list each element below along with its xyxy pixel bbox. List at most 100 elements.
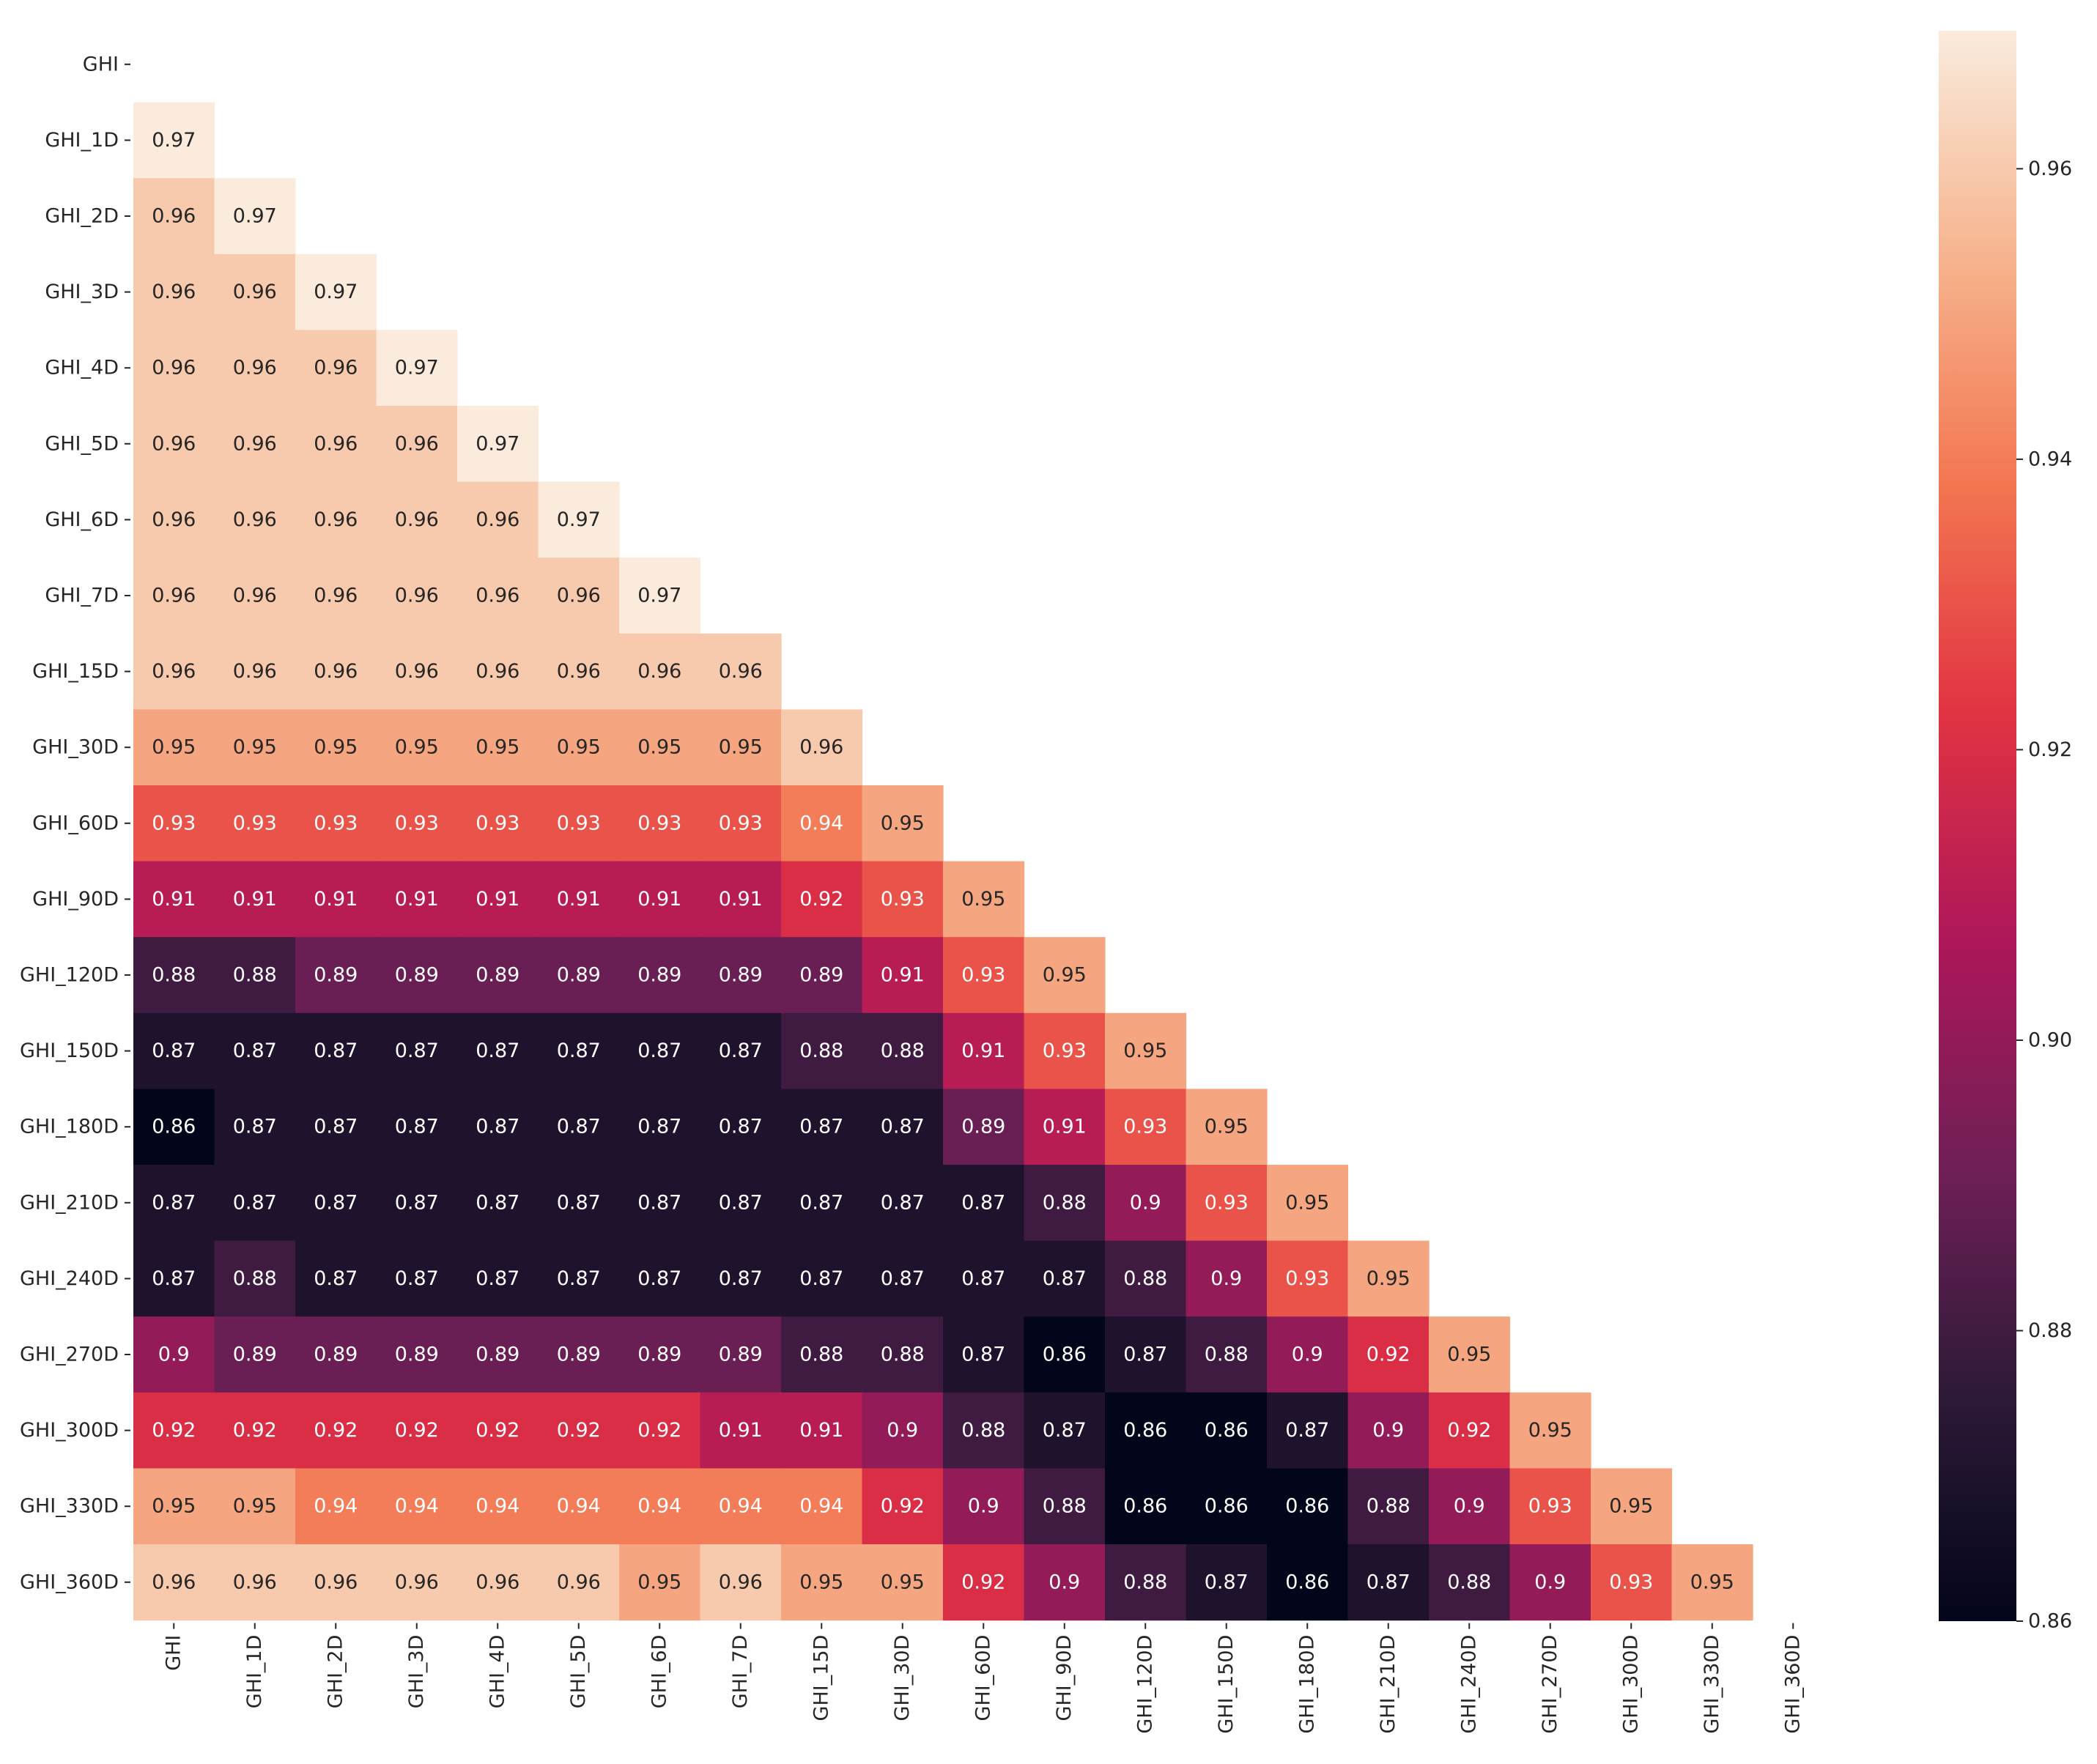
cell-ghi-150d-ghi-5d <box>538 1012 620 1089</box>
cell-value-label: 0.86 <box>1205 1419 1249 1442</box>
cell-value-label: 0.87 <box>476 1267 519 1290</box>
cell-value-label: 0.93 <box>314 812 358 834</box>
cell-value-label: 0.93 <box>1285 1267 1329 1290</box>
cell-ghi-360d-ghi-330d <box>1671 1544 1753 1621</box>
cell-ghi-300d-ghi-180d <box>1267 1392 1349 1469</box>
cell-value-label: 0.91 <box>314 888 358 911</box>
cell-ghi-4d-ghi-3d <box>376 330 458 407</box>
cell-ghi-150d-ghi-1d <box>214 1012 296 1089</box>
cell-value-label: 0.96 <box>152 585 196 607</box>
cell-ghi-240d-ghi-180d <box>1267 1240 1349 1317</box>
cell-ghi-2d-ghi-1d <box>214 178 296 255</box>
cell-ghi-210d-ghi-180d <box>1267 1165 1349 1242</box>
cell-value-label: 0.88 <box>1447 1571 1491 1593</box>
cell-value-label: 0.95 <box>719 736 763 759</box>
cell-ghi-120d-ghi-3d <box>376 937 458 1014</box>
x-tick-label-ghi-4d: GHI_4D <box>487 1635 509 1709</box>
cell-value-label: 0.87 <box>395 1116 439 1138</box>
cell-ghi-330d-ghi-90d <box>1024 1468 1106 1545</box>
y-tick-label-ghi: GHI <box>83 53 119 75</box>
cell-value-label: 0.87 <box>637 1116 681 1138</box>
cell-ghi-5d-ghi-3d <box>376 406 458 483</box>
cell-value-label: 0.87 <box>557 1267 601 1290</box>
cell-ghi-210d-ghi-7d <box>700 1165 782 1242</box>
cell-ghi-30d-ghi-2d <box>295 709 377 786</box>
cell-value-label: 0.87 <box>557 1040 601 1062</box>
cell-value-label: 0.88 <box>233 1267 277 1290</box>
cell-value-label: 0.87 <box>719 1267 763 1290</box>
y-tick-label-ghi-30d: GHI_30D <box>32 736 119 759</box>
cell-value-label: 0.87 <box>719 1040 763 1062</box>
cell-ghi-300d-ghi-15d <box>781 1392 863 1469</box>
x-tick-label-ghi-2d: GHI_2D <box>325 1635 347 1709</box>
cell-value-label: 0.86 <box>1285 1571 1329 1593</box>
cell-value-label: 0.87 <box>476 1116 519 1138</box>
cell-ghi-120d-ghi-6d <box>619 937 701 1014</box>
cell-value-label: 0.91 <box>1043 1116 1087 1138</box>
cell-ghi-360d-ghi-2d <box>295 1544 377 1621</box>
cell-value-label: 0.94 <box>476 1495 519 1518</box>
cell-value-label: 0.87 <box>557 1191 601 1214</box>
cell-value-label: 0.89 <box>395 1344 439 1366</box>
cell-ghi-60d-ghi-7d <box>700 785 782 862</box>
cell-ghi-330d-ghi-150d <box>1186 1468 1268 1545</box>
cell-value-label: 0.93 <box>557 812 601 834</box>
cell-ghi-240d-ghi-60d <box>943 1240 1025 1317</box>
cell-ghi-300d-ghi-4d <box>457 1392 539 1469</box>
cell-value-label: 0.96 <box>476 1571 519 1593</box>
cell-value-label: 0.88 <box>152 964 196 987</box>
cell-ghi-300d-ghi-1d <box>214 1392 296 1469</box>
cell-value-label: 0.87 <box>314 1040 358 1062</box>
cell-value-label: 0.87 <box>1043 1419 1087 1442</box>
cell-value-label: 0.97 <box>557 508 601 531</box>
cell-value-label: 0.86 <box>1043 1344 1087 1366</box>
cell-value-label: 0.87 <box>152 1040 196 1062</box>
cell-ghi-240d-ghi-4d <box>457 1240 539 1317</box>
cell-ghi-180d-ghi-3d <box>376 1089 458 1166</box>
cell-value-label: 0.87 <box>881 1191 925 1214</box>
cell-ghi-360d-ghi-5d <box>538 1544 620 1621</box>
cell-value-label: 0.93 <box>233 812 277 834</box>
cell-ghi-360d-ghi-180d <box>1267 1544 1349 1621</box>
cell-value-label: 0.95 <box>1528 1419 1572 1442</box>
x-tick-label-ghi: GHI <box>163 1635 185 1671</box>
cell-ghi-360d-ghi-240d <box>1429 1544 1511 1621</box>
x-tick-label-ghi-60d: GHI_60D <box>972 1635 995 1722</box>
cell-ghi-180d-ghi-30d <box>862 1089 944 1166</box>
cell-value-label: 0.89 <box>961 1116 1005 1138</box>
cell-ghi-300d-ghi-240d <box>1429 1392 1511 1469</box>
y-axis: GHI GHI_1D GHI_2D GHI_3D GHI_4D GHI_5D GHI_6D G… <box>20 53 130 1593</box>
cell-ghi-240d-ghi-30d <box>862 1240 944 1317</box>
cell-ghi-360d-ghi <box>133 1544 215 1621</box>
cell-ghi-6d-ghi-1d <box>214 481 296 558</box>
cell-ghi-270d-ghi-3d <box>376 1316 458 1393</box>
cell-ghi-7d-ghi-1d <box>214 557 296 634</box>
cell-value-label: 0.94 <box>799 812 843 834</box>
y-tick-label-ghi-210d: GHI_210D <box>20 1191 119 1214</box>
cell-value-label: 0.87 <box>395 1040 439 1062</box>
cell-value-label: 0.91 <box>719 1419 763 1442</box>
cell-ghi-5d-ghi <box>133 406 215 483</box>
cell-ghi-330d-ghi-240d <box>1429 1468 1511 1545</box>
cell-value-label: 0.97 <box>637 585 681 607</box>
cell-ghi-270d-ghi-120d <box>1105 1316 1187 1393</box>
cell-value-label: 0.87 <box>476 1040 519 1062</box>
cell-ghi-6d-ghi-2d <box>295 481 377 558</box>
cell-ghi-5d-ghi-4d <box>457 406 539 483</box>
y-tick-label-ghi-150d: GHI_150D <box>20 1040 119 1062</box>
cell-value-label: 0.88 <box>1123 1267 1167 1290</box>
cell-ghi-90d-ghi-1d <box>214 861 296 938</box>
cell-ghi-300d-ghi-5d <box>538 1392 620 1469</box>
cell-value-label: 0.92 <box>1366 1344 1410 1366</box>
x-tick-label-ghi-5d: GHI_5D <box>567 1635 590 1709</box>
cell-value-label: 0.88 <box>799 1040 843 1062</box>
cell-value-label: 0.95 <box>637 1571 681 1593</box>
x-tick-label-ghi-1d: GHI_1D <box>243 1635 266 1709</box>
cell-ghi-60d-ghi-15d <box>781 785 863 862</box>
cell-value-label: 0.89 <box>799 964 843 987</box>
colorbar-tick-label: 0.88 <box>2028 1319 2072 1342</box>
cell-value-label: 0.88 <box>1043 1191 1087 1214</box>
cell-value-label: 0.87 <box>233 1191 277 1214</box>
cell-ghi-60d-ghi-30d <box>862 785 944 862</box>
cell-value-label: 0.89 <box>719 1344 763 1366</box>
